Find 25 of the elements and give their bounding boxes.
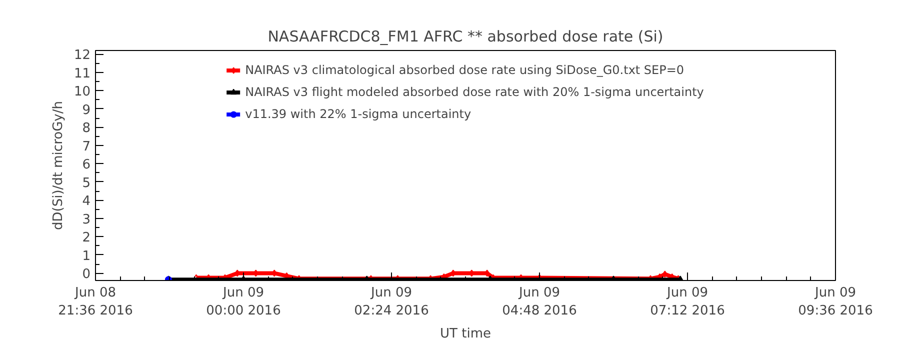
y-tick-label: 2 bbox=[82, 230, 91, 246]
y-tick-label: 11 bbox=[74, 66, 91, 82]
legend-label: NAIRAS v3 flight modeled absorbed dose rate with 20% 1-sigma uncertainty bbox=[245, 85, 704, 99]
legend-label: v11.39 with 22% 1-sigma uncertainty bbox=[245, 107, 472, 121]
x-tick-label: Jun 08 21:36 2016 bbox=[58, 286, 133, 318]
y-tick-label: 1 bbox=[82, 248, 91, 264]
x-tick-label: Jun 09 09:36 2016 bbox=[798, 286, 873, 318]
x-tick-label: Jun 09 04:48 2016 bbox=[502, 286, 577, 318]
chart-title: NASAAFRCDC8_FM1 AFRC ** absorbed dose rate (Si) bbox=[268, 28, 664, 46]
legend-label: NAIRAS v3 climatological absorbed dose rate using SiDose_G0.txt SEP=0 bbox=[245, 63, 684, 77]
y-tick-label: 6 bbox=[82, 158, 91, 173]
y-tick-label: 0 bbox=[82, 267, 91, 282]
y-tick-label: 10 bbox=[74, 84, 91, 100]
y-tick-label: 7 bbox=[82, 139, 91, 154]
y-tick-label: 9 bbox=[82, 102, 91, 118]
x-tick-label: Jun 09 00:00 2016 bbox=[206, 286, 281, 318]
x-axis-title: UT time bbox=[440, 326, 491, 342]
y-tick-label: 12 bbox=[74, 48, 91, 64]
y-axis-title: dD(Si)/dt microGy/h bbox=[50, 101, 66, 230]
x-tick-label: Jun 09 07:12 2016 bbox=[650, 286, 725, 318]
y-tick-label: 3 bbox=[82, 212, 91, 228]
x-tick-label: Jun 09 02:24 2016 bbox=[354, 286, 429, 318]
y-tick-label: 8 bbox=[82, 121, 91, 136]
y-tick-label: 5 bbox=[82, 176, 91, 191]
y-tick-label: 4 bbox=[82, 194, 91, 210]
